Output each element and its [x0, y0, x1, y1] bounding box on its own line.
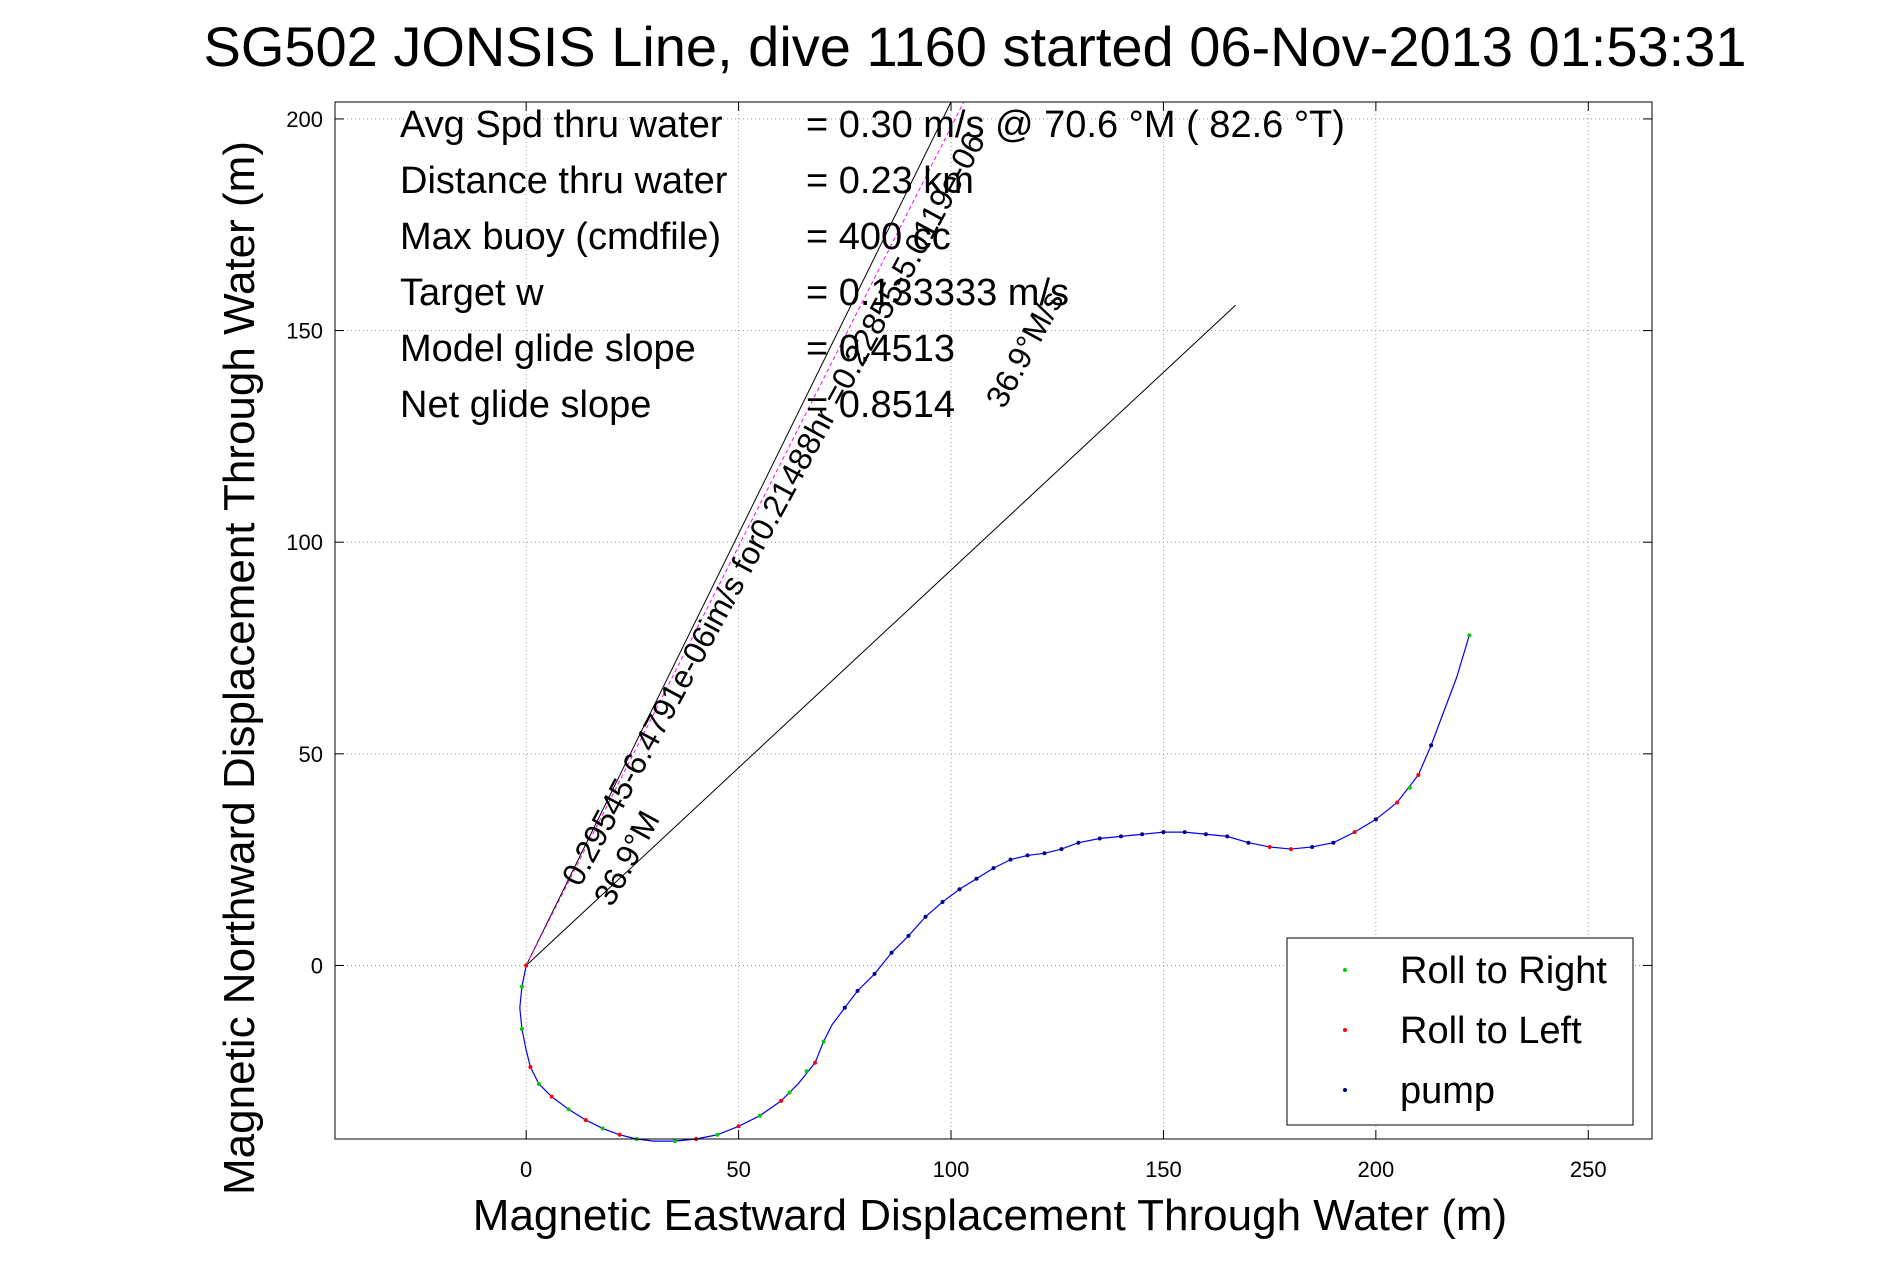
pump-marker — [1246, 840, 1251, 845]
info-value: = 400 cc — [806, 216, 951, 258]
legend-label: pump — [1400, 1070, 1495, 1112]
y-tick-label: 150 — [286, 319, 323, 344]
info-label: Avg Spd thru water — [400, 104, 723, 146]
pump-marker — [957, 887, 962, 892]
reference-line — [525, 101, 952, 966]
info-label: Target w — [400, 272, 544, 314]
y-axis-label: Magnetic Northward Displacement Through … — [215, 141, 264, 1195]
y-tick-label: 100 — [286, 530, 323, 555]
pump-marker — [1025, 853, 1030, 858]
roll-right-marker — [519, 1026, 524, 1031]
plot-frame — [334, 101, 1653, 1140]
pump-marker — [1429, 743, 1434, 748]
reference-line — [525, 101, 965, 966]
info-label: Distance thru water — [400, 160, 728, 202]
legend-marker — [1343, 968, 1347, 972]
pump-marker — [1310, 844, 1315, 849]
x-tick-label: 250 — [1570, 1157, 1607, 1182]
roll-right-marker — [715, 1132, 720, 1137]
pump-marker — [1182, 830, 1187, 835]
roll-left-marker — [813, 1060, 818, 1065]
roll-right-marker — [600, 1126, 605, 1131]
roll-right-marker — [757, 1113, 762, 1118]
roll-left-marker — [528, 1065, 533, 1070]
roll-right-marker — [1407, 785, 1412, 790]
info-value: = 0.4513 — [806, 328, 955, 370]
info-label: Model glide slope — [400, 328, 696, 370]
roll-left-marker — [617, 1132, 622, 1137]
legend-label: Roll to Right — [1400, 950, 1607, 992]
legend-marker — [1343, 1028, 1347, 1032]
reference-lines — [525, 101, 1236, 966]
x-tick-label: 50 — [726, 1157, 750, 1182]
pump-marker — [1059, 847, 1064, 852]
pump-marker — [1140, 832, 1145, 837]
x-tick-label: 0 — [520, 1157, 532, 1182]
pump-marker — [1008, 857, 1013, 862]
marker-layer — [519, 633, 1472, 1144]
info-block: Avg Spd thru water = 0.30 m/s @ 70.6 °M (… — [400, 104, 1345, 426]
pump-marker — [974, 876, 979, 881]
pump-marker — [1161, 830, 1166, 835]
pump-marker — [1118, 834, 1123, 839]
legend-marker — [1343, 1088, 1347, 1092]
pump-marker — [1076, 840, 1081, 845]
x-axis-label: Magnetic Eastward Displacement Through W… — [473, 1191, 1507, 1240]
chart-title: SG502 JONSIS Line, dive 1160 started 06-… — [203, 15, 1746, 78]
roll-left-marker — [1416, 772, 1421, 777]
roll-right-marker — [536, 1081, 541, 1086]
pump-marker — [872, 971, 877, 976]
y-tick-label: 200 — [286, 107, 323, 132]
pump-marker — [1203, 832, 1208, 837]
x-tick-label: 200 — [1357, 1157, 1394, 1182]
roll-left-marker — [1352, 830, 1357, 835]
pump-marker — [1042, 851, 1047, 856]
legend: Roll to Right Roll to Left pump — [1286, 937, 1634, 1126]
legend-label: Roll to Left — [1400, 1010, 1582, 1052]
roll-right-marker — [804, 1069, 809, 1074]
info-value: = 0.23 km — [806, 160, 974, 202]
reference-line — [525, 304, 1236, 966]
roll-right-marker — [519, 984, 524, 989]
pump-marker — [1225, 834, 1230, 839]
info-label: Net glide slope — [400, 384, 651, 426]
roll-left-marker — [1288, 847, 1293, 852]
pump-marker — [940, 899, 945, 904]
roll-left-marker — [583, 1117, 588, 1122]
pump-marker — [1097, 836, 1102, 841]
roll-right-marker — [1467, 633, 1472, 638]
pump-marker — [1331, 840, 1336, 845]
roll-left-marker — [549, 1094, 554, 1099]
roll-right-marker — [566, 1107, 571, 1112]
pump-marker — [889, 950, 894, 955]
pump-marker — [1373, 817, 1378, 822]
info-value: = 0.133333 m/s — [806, 272, 1069, 314]
ticks: 0 50 100 150 200 250 0 50 100 150 200 — [286, 102, 1652, 1182]
pump-marker — [923, 914, 928, 919]
roll-right-marker — [821, 1039, 826, 1044]
pump-marker — [842, 1005, 847, 1010]
roll-left-marker — [524, 963, 529, 968]
pump-marker — [855, 988, 860, 993]
x-tick-label: 100 — [933, 1157, 970, 1182]
roll-left-marker — [1395, 800, 1400, 805]
info-value: = 0.30 m/s @ 70.6 °M ( 82.6 °T) — [806, 104, 1345, 146]
roll-left-marker — [736, 1124, 741, 1129]
pump-marker — [906, 933, 911, 938]
pump-marker — [991, 866, 996, 871]
roll-right-marker — [787, 1090, 792, 1095]
x-tick-label: 150 — [1145, 1157, 1182, 1182]
roll-left-marker — [1267, 844, 1272, 849]
y-tick-label: 0 — [311, 953, 323, 978]
info-value: = 0.8514 — [806, 384, 955, 426]
info-label: Max buoy (cmdfile) — [400, 216, 721, 258]
y-tick-label: 50 — [299, 742, 323, 767]
roll-left-marker — [779, 1098, 784, 1103]
roll-right-marker — [672, 1139, 677, 1144]
